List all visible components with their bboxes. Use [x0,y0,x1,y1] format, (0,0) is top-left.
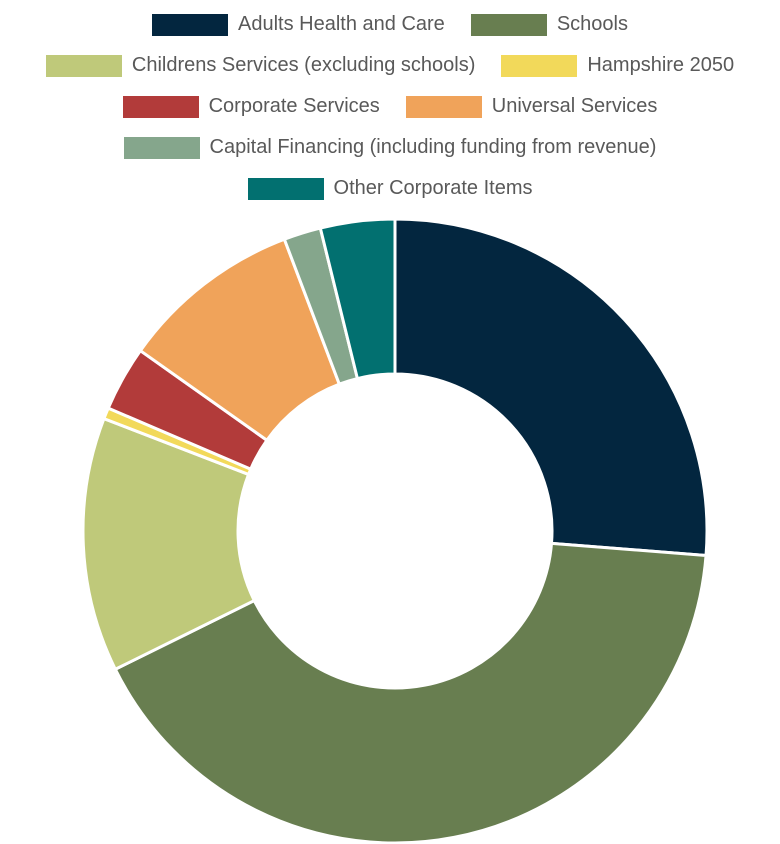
legend-row: Other Corporate Items [0,168,780,209]
donut-slice [393,217,709,558]
legend-swatch [45,54,122,77]
legend-label: Universal Services [491,95,658,117]
legend-row: Childrens Services (excluding schools) Ha… [0,45,780,86]
legend-row: Corporate Services Universal Services [0,86,780,127]
donut-slice [113,541,708,844]
legend-label: Childrens Services (excluding schools) [131,54,476,76]
legend-swatch [122,95,199,118]
legend-item: Adults Health and Care [152,13,445,36]
legend-swatch [405,95,482,118]
legend-item: Other Corporate Items [247,177,533,200]
legend-item: Hampshire 2050 [501,54,734,77]
legend-swatch [247,177,324,200]
legend-label: Corporate Services [208,95,380,117]
legend-item: Corporate Services [122,95,380,118]
legend-label: Hampshire 2050 [587,54,735,76]
legend-item: Capital Financing (including funding fro… [123,136,657,159]
legend-label: Schools [556,13,628,35]
legend-swatch [501,54,578,77]
legend-row: Capital Financing (including funding fro… [0,127,780,168]
legend-item: Schools [470,13,628,36]
donut-slice [318,217,397,381]
chart-legend: Adults Health and Care Schools Childrens S… [0,4,780,209]
legend-item: Universal Services [405,95,658,118]
legend-label: Adults Health and Care [238,13,445,35]
legend-row: Adults Health and Care Schools [0,4,780,45]
legend-item: Childrens Services (excluding schools) [45,54,476,77]
legend-label: Other Corporate Items [333,177,533,199]
legend-swatch [123,136,200,159]
legend-label: Capital Financing (including funding fro… [209,136,657,158]
donut-slice [81,416,257,672]
legend-swatch [152,13,229,36]
legend-swatch [470,13,547,36]
